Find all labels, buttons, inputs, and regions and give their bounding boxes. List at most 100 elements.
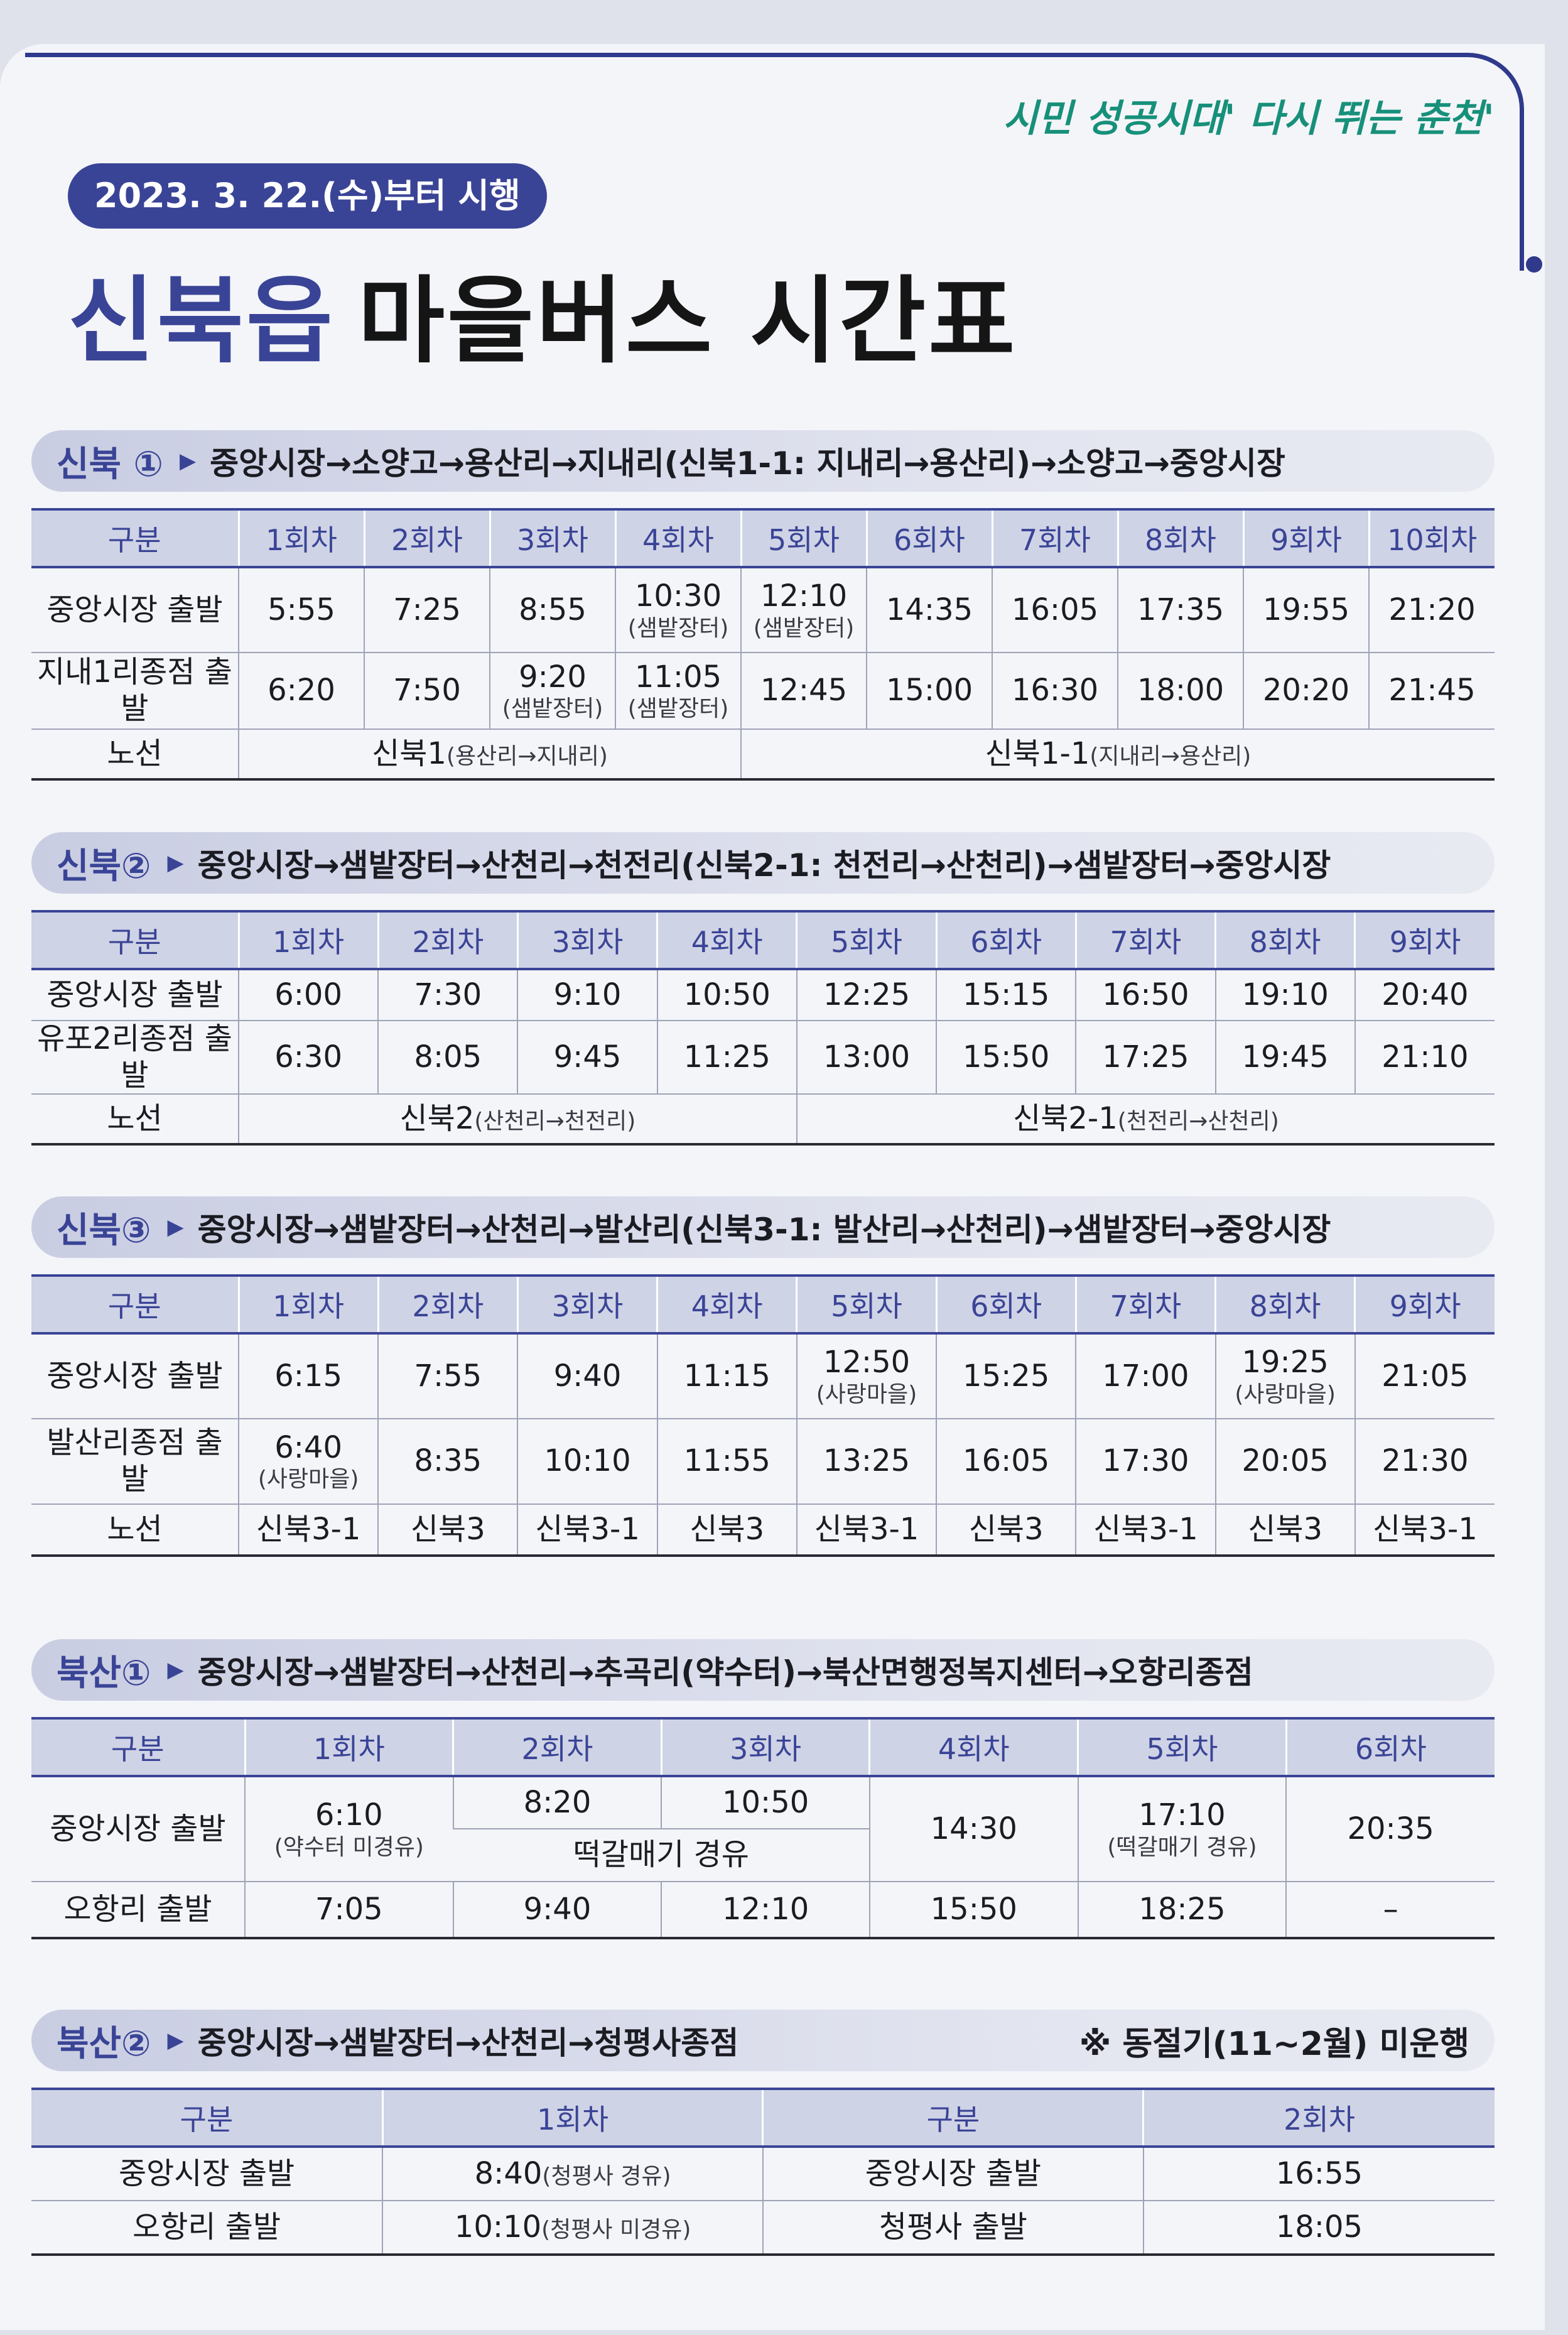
route-name: 북산②: [57, 2023, 151, 2064]
section-sinbuk-3: 신북③ ▶ 중앙시장→샘밭장터→산천리→발산리(신북3-1: 발산리→산천리)→…: [31, 1196, 1495, 1557]
time-cell: 18:05: [1142, 2201, 1495, 2256]
row-label: 노선: [31, 1504, 239, 1557]
row-label: 중앙시장 출발: [31, 969, 239, 1021]
time-cell: 12:10: [661, 1882, 870, 1939]
header-cell: 9회차: [1242, 508, 1369, 568]
header-row: 구분 1회차 2회차 3회차 4회차 5회차 6회차 7회차 8회차 9회차 1…: [31, 508, 1495, 568]
section-sinbuk-1: 신북 ① ▶ 중앙시장→소양고→용산리→지내리(신북1-1: 지내리→용산리)→…: [31, 430, 1495, 781]
header-cell: 3회차: [516, 910, 657, 970]
header-cell: 7회차: [1074, 910, 1216, 970]
title-highlight: 신북읍: [68, 267, 336, 376]
timetable: 구분 1회차 2회차 3회차 4회차 5회차 6회차 7회차 8회차 9회차 중…: [31, 910, 1495, 1146]
header-cell: 구분: [31, 1717, 245, 1777]
header-cell: 6회차: [935, 1274, 1076, 1335]
header-cell: 1회차: [244, 1717, 453, 1777]
header-cell: 9회차: [1354, 1274, 1495, 1335]
header-cell: 7회차: [1074, 1274, 1216, 1335]
header-cell: 5회차: [740, 508, 867, 568]
route-cell: 신북2(산천리→천전리): [238, 1094, 797, 1146]
table-row: 유포2리종점 출발 6:30 8:05 9:45 11:25 13:00 15:…: [31, 1021, 1495, 1095]
time-cell: 6:30: [237, 1021, 379, 1095]
time-cell: 10:30 (샘밭장터): [615, 567, 741, 653]
header-cell: 6회차: [935, 910, 1076, 970]
time-cell: 7:25: [364, 567, 490, 653]
route-band: 북산② ▶ 중앙시장→샘밭장터→산천리→청평사종점 ※ 동절기(11~2월) 미…: [31, 2010, 1495, 2071]
page-title: 신북읍 마을버스 시간표: [68, 245, 1017, 381]
time-cell: 20:20: [1243, 653, 1369, 730]
time-cell: 21:10: [1354, 1021, 1495, 1095]
header-cell: 4회차: [656, 1274, 797, 1335]
row-label: 중앙시장 출발: [31, 1333, 239, 1419]
header-row: 구분 1회차 2회차 3회차 4회차 5회차 6회차: [31, 1717, 1495, 1777]
header-cell: 9회차: [1354, 910, 1495, 970]
route-cell: 신북3-1: [1354, 1504, 1495, 1557]
time-cell: 9:40: [517, 1333, 657, 1419]
time-cell: –: [1285, 1882, 1495, 1939]
table-row: 중앙시장 출발 8:40(청평사 경유) 중앙시장 출발 16:55: [31, 2147, 1495, 2201]
header-cell: 5회차: [796, 1274, 937, 1335]
arrow-icon: ▶: [167, 2028, 184, 2053]
header-cell: 2회차: [363, 508, 490, 568]
time-cell: 19:55: [1243, 567, 1369, 653]
header-cell: 2회차: [1142, 2088, 1495, 2148]
header-cell: 5회차: [796, 910, 937, 970]
table-row: 오항리 출발 10:10(청평사 미경유) 청평사 출발 18:05: [31, 2201, 1495, 2256]
header-row: 구분 1회차 2회차 3회차 4회차 5회차 6회차 7회차 8회차 9회차: [31, 910, 1495, 970]
time-cell: 10:10: [517, 1419, 657, 1505]
time-cell: 8:40(청평사 경유): [382, 2147, 763, 2201]
time-cell: 16:05: [936, 1419, 1076, 1505]
route-cell: 신북3: [1214, 1504, 1355, 1557]
table-row: 지내1리종점 출발 6:20 7:50 9:20 (샘밭장터) 11:05 (샘밭장…: [31, 653, 1495, 730]
header-cell: 4회차: [656, 910, 797, 970]
timetable: 구분 1회차 2회차 3회차 4회차 5회차 6회차 중앙시장 출발 6:10(…: [31, 1717, 1495, 1939]
route-row: 노선 신북2(산천리→천전리) 신북2-1(천전리→산천리): [31, 1094, 1495, 1146]
time-cell: 5:55: [238, 567, 364, 653]
time-cell: 10:50: [656, 969, 797, 1021]
title-rest: 마을버스 시간표: [358, 267, 1018, 376]
time-cell: 8:35: [377, 1419, 518, 1505]
header-row: 구분 1회차 구분 2회차: [31, 2088, 1495, 2148]
time-cell: 17:30: [1075, 1419, 1216, 1505]
route-path: 중앙시장→샘밭장터→산천리→청평사종점: [197, 2025, 739, 2061]
header-cell: 1회차: [237, 508, 364, 568]
row-label: 오항리 출발: [31, 2201, 383, 2256]
row-label: 노선: [31, 729, 239, 781]
arrow-icon: ▶: [179, 448, 197, 474]
time-cell: 21:05: [1354, 1333, 1495, 1419]
header-cell: 1회차: [381, 2088, 763, 2148]
time-cell: 18:00: [1117, 653, 1243, 730]
time-cell: 6:20: [238, 653, 364, 730]
header-cell: 2회차: [452, 1717, 662, 1777]
route-band: 신북② ▶ 중앙시장→샘밭장터→산천리→천전리(신북2-1: 천전리→산천리)→…: [31, 832, 1495, 894]
time-cell: 9:40: [452, 1882, 662, 1939]
time-cell: 13:00: [796, 1021, 937, 1095]
time-cell: 19:45: [1214, 1021, 1355, 1095]
table-row: 떡갈매기 경유: [31, 1829, 1495, 1882]
route-cell: 신북3-1: [1075, 1504, 1216, 1557]
header-cell: 2회차: [377, 1274, 518, 1335]
frame-line: [25, 53, 1524, 271]
row-label: 유포2리종점 출발: [31, 1021, 239, 1095]
route-cell: 신북1(용산리→지내리): [238, 729, 741, 781]
header-cell: 구분: [31, 2088, 383, 2148]
time-cell: 6:10 (약수터 미경유): [244, 1776, 453, 1882]
row-label: 중앙시장 출발: [762, 2147, 1144, 2201]
time-cell: 8:20: [452, 1776, 662, 1829]
table-row: 발산리종점 출발 6:40 (사랑마을) 8:35 10:10 11:55 13:…: [31, 1419, 1495, 1505]
row-label: 발산리종점 출발: [31, 1419, 239, 1505]
header-cell: 8회차: [1214, 1274, 1355, 1335]
time-cell: 6:00: [237, 969, 379, 1021]
header-cell: 3회차: [516, 1274, 657, 1335]
header-cell: 6회차: [1285, 1717, 1495, 1777]
time-cell: 17:25: [1075, 1021, 1216, 1095]
header-cell: 4회차: [614, 508, 741, 568]
header-cell: 7회차: [991, 508, 1118, 568]
table-row: 중앙시장 출발 6:00 7:30 9:10 10:50 12:25 15:15…: [31, 969, 1495, 1021]
arrow-icon: ▶: [167, 850, 184, 875]
arrow-icon: ▶: [167, 1657, 184, 1682]
time-cell: 15:15: [936, 969, 1076, 1021]
row-label: 청평사 출발: [762, 2201, 1144, 2256]
route-cell: 신북1-1(지내리→용산리): [740, 729, 1495, 781]
route-name: 신북 ①: [57, 443, 163, 485]
time-cell: 16:30: [992, 653, 1118, 730]
